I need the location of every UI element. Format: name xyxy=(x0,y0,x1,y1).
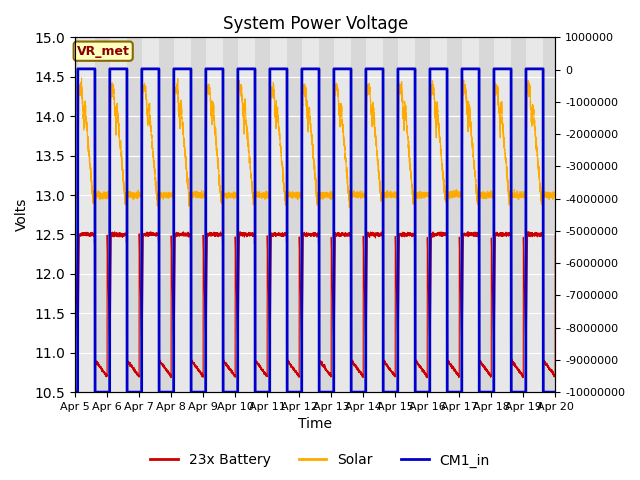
Bar xyxy=(270,37,287,392)
Bar xyxy=(141,37,159,392)
Bar xyxy=(366,37,383,392)
Bar xyxy=(430,37,447,392)
Bar xyxy=(77,37,95,392)
Bar xyxy=(526,37,543,392)
Bar xyxy=(302,37,319,392)
Bar xyxy=(494,37,511,392)
Bar xyxy=(205,37,223,392)
Bar xyxy=(173,37,191,392)
Y-axis label: Volts: Volts xyxy=(15,198,29,231)
X-axis label: Time: Time xyxy=(298,418,332,432)
Legend: 23x Battery, Solar, CM1_in: 23x Battery, Solar, CM1_in xyxy=(145,448,495,473)
Bar xyxy=(237,37,255,392)
Bar xyxy=(462,37,479,392)
Bar xyxy=(109,37,127,392)
Bar xyxy=(334,37,351,392)
Title: System Power Voltage: System Power Voltage xyxy=(223,15,408,33)
Bar xyxy=(398,37,415,392)
Text: VR_met: VR_met xyxy=(77,45,130,58)
